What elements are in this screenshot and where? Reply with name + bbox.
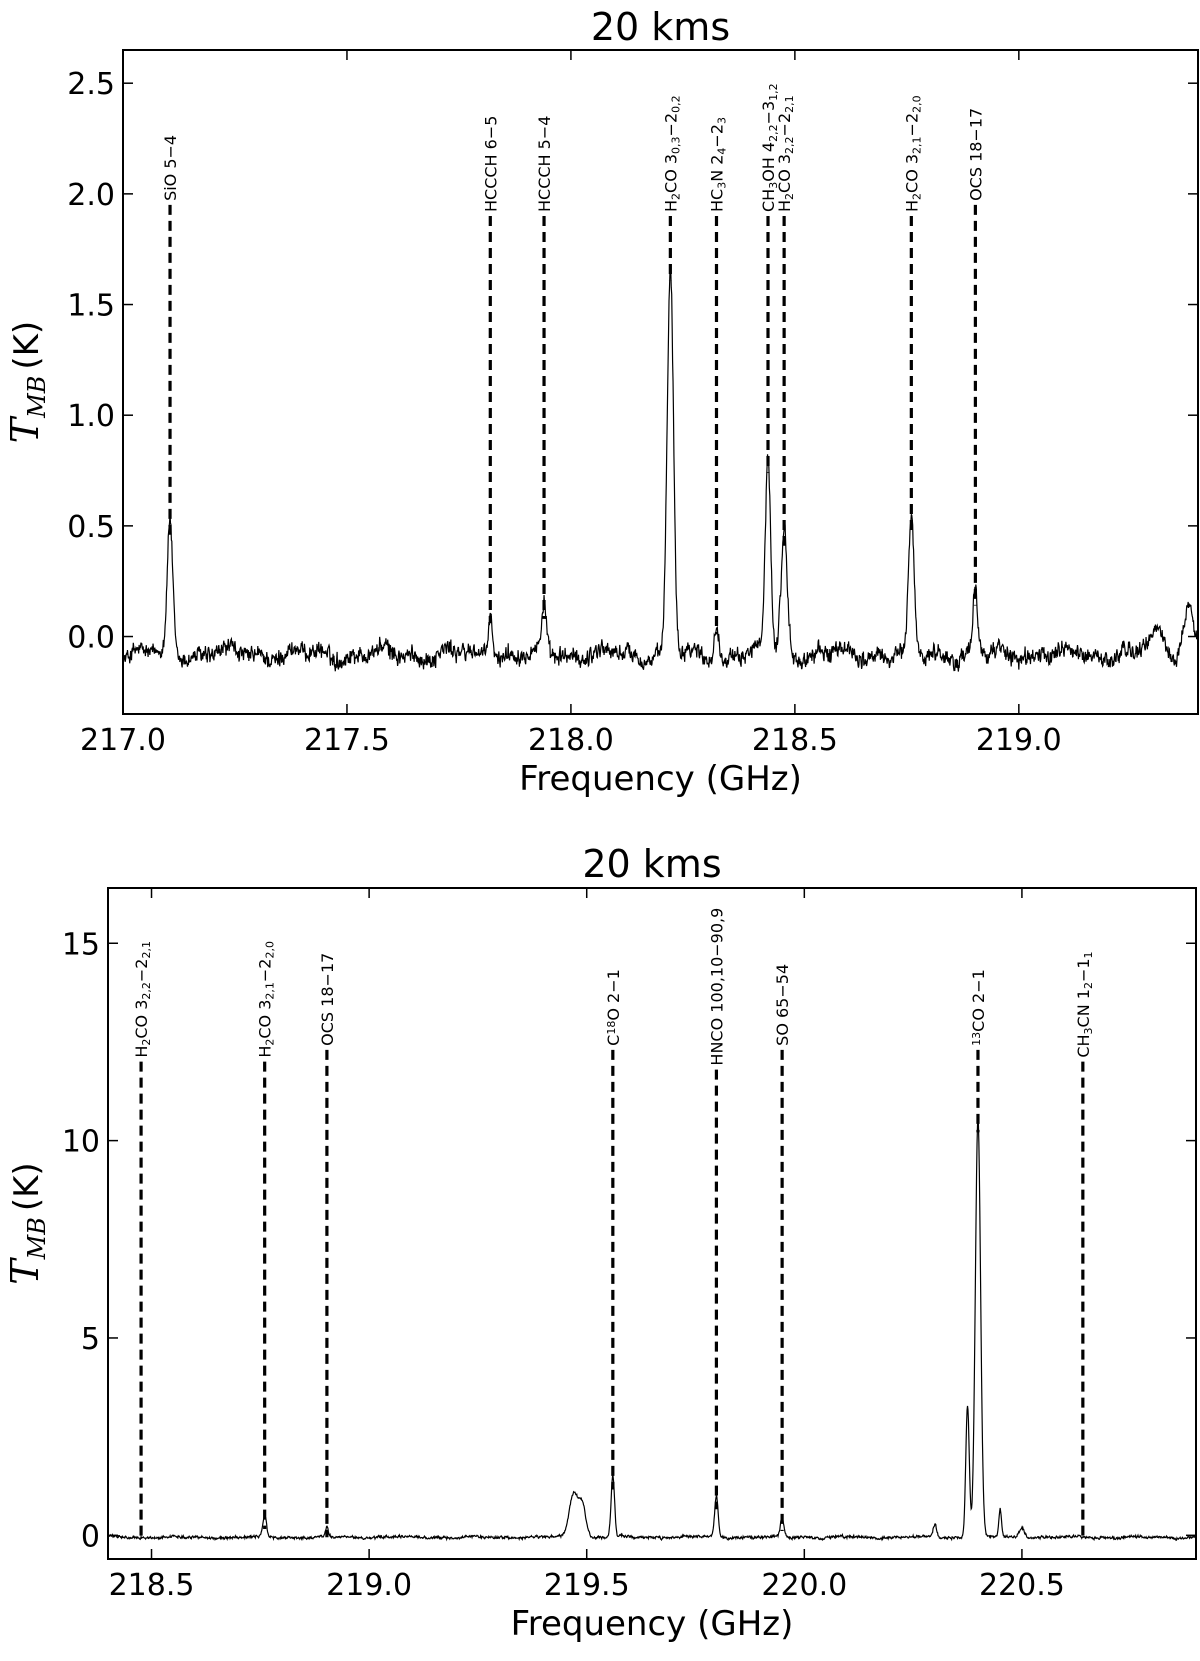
x-tick-label: 217.0 bbox=[80, 723, 166, 758]
y-axis-label: TMB(K) bbox=[3, 321, 51, 443]
y-tick-label: 10 bbox=[62, 1125, 100, 1160]
y-tick-label: 1.0 bbox=[67, 399, 115, 434]
line-label: HCCCH 5−4 bbox=[535, 116, 554, 212]
x-tick-label: 219.0 bbox=[326, 1568, 412, 1603]
y-tick-label: 2.5 bbox=[67, 67, 115, 102]
x-axis-label: Frequency (GHz) bbox=[511, 1604, 794, 1644]
y-tick-label: 5 bbox=[81, 1322, 100, 1357]
line-label: H2CO 32,2−22,1 bbox=[132, 941, 153, 1058]
line-label: CH3CN 12−11 bbox=[1074, 951, 1095, 1057]
y-axis-label: TMB(K) bbox=[3, 1162, 51, 1284]
spectrum-trace bbox=[123, 266, 1198, 672]
x-tick-label: 220.5 bbox=[979, 1568, 1065, 1603]
line-label: H2CO 32,1−22,0 bbox=[256, 941, 277, 1058]
line-label: CH3OH 42,2−31,2 bbox=[759, 83, 780, 212]
line-label: OCS 18−17 bbox=[966, 108, 985, 201]
line-label: C18O 2−1 bbox=[604, 969, 623, 1046]
y-tick-label: 0.5 bbox=[67, 510, 115, 545]
line-label: SiO 5−4 bbox=[161, 135, 180, 201]
x-tick-label: 219.5 bbox=[544, 1568, 630, 1603]
plot-frame bbox=[122, 49, 1199, 715]
plot-frame bbox=[107, 887, 1197, 1560]
chart-title: 20 kms bbox=[591, 5, 730, 49]
y-tick-label: 1.5 bbox=[67, 289, 115, 324]
line-label: HNCO 100,10−90,9 bbox=[707, 908, 726, 1066]
x-tick-label: 218.5 bbox=[752, 723, 838, 758]
x-tick-label: 218.0 bbox=[528, 723, 614, 758]
y-tick-label: 2.0 bbox=[67, 178, 115, 213]
x-tick-label: 219.0 bbox=[976, 723, 1062, 758]
line-label: OCS 18−17 bbox=[318, 953, 337, 1046]
x-tick-label: 220.0 bbox=[761, 1568, 847, 1603]
x-tick-label: 218.5 bbox=[109, 1568, 195, 1603]
x-tick-label: 217.5 bbox=[304, 723, 390, 758]
line-label: HCCCH 6−5 bbox=[481, 116, 500, 212]
bottom-spectrum-panel: 20 kms H2CO 32,2−22,1 H2CO 32,1−22,0 OCS 18… bbox=[3, 842, 1197, 1644]
line-label: H2CO 32,1−22,0 bbox=[902, 95, 923, 212]
chart-title: 20 kms bbox=[582, 842, 721, 886]
y-tick-label: 15 bbox=[62, 927, 100, 962]
y-tick-label: 0 bbox=[81, 1519, 100, 1554]
line-label: H2CO 32,2−22,1 bbox=[775, 95, 796, 212]
line-label: H2CO 30,3−20,2 bbox=[661, 95, 682, 212]
line-label: SO 65−54 bbox=[773, 964, 792, 1046]
x-axis-label: Frequency (GHz) bbox=[519, 759, 802, 799]
y-tick-label: 0.0 bbox=[67, 621, 115, 656]
line-label: 13CO 2−1 bbox=[969, 969, 988, 1046]
spectrum-trace bbox=[108, 1117, 1196, 1542]
line-label: HC3N 24−23 bbox=[707, 117, 728, 212]
top-spectrum-panel: 20 kms SiO 5−4 HCCCH 6−5 HCCCH 5−4 H2CO 30,3… bbox=[3, 5, 1199, 799]
